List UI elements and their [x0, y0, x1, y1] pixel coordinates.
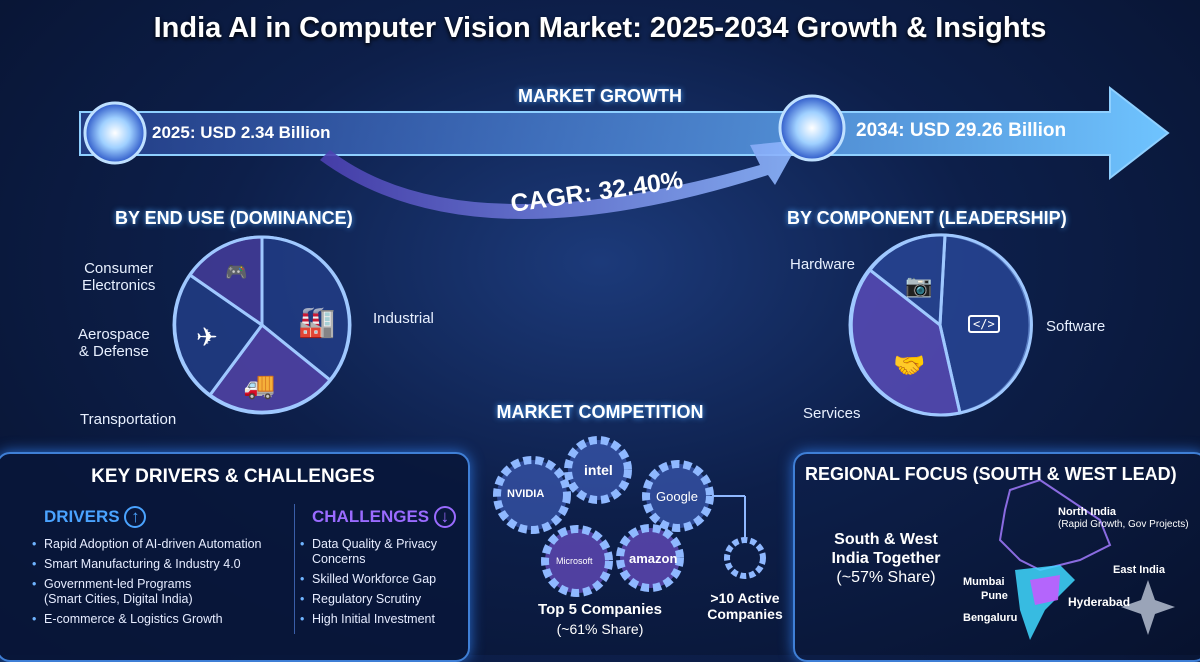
active-line1: >10 Active: [710, 590, 780, 606]
camera-icon: 📷: [905, 273, 933, 298]
challenge-item: High Initial Investment: [300, 612, 460, 627]
challenges-title: CHALLENGES ↓: [312, 506, 456, 528]
label-hyderabad: Hyderabad: [1068, 595, 1131, 609]
handshake-icon: 🤝: [893, 350, 926, 380]
cagr-curve-arrow: [320, 140, 800, 220]
code-window-icon: </>: [968, 315, 1000, 333]
label-consumer-electronics: Consumer Electronics: [82, 260, 156, 294]
driver-item: E-commerce & Logistics Growth: [32, 612, 302, 627]
driver-item: Rapid Adoption of AI-driven Automation: [32, 537, 302, 552]
start-orb: [83, 101, 147, 165]
label-transportation: Transportation: [80, 411, 177, 428]
drivers-list: Rapid Adoption of AI-driven Automation S…: [32, 537, 302, 632]
growth-arrow: [79, 85, 1170, 181]
top5-label: Top 5 Companies: [538, 601, 662, 618]
challenge-item: Data Quality & Privacy Concerns: [300, 537, 460, 567]
start-value: 2025: USD 2.34 Billion: [152, 123, 331, 142]
label-aerospace: Aerospace & Defense: [78, 326, 150, 360]
active-line2: Companies: [707, 606, 783, 622]
gadgets-icon: 🎮: [225, 262, 248, 282]
truck-icon: 🚚: [243, 370, 276, 400]
component-heading: BY COMPONENT (LEADERSHIP): [787, 208, 1067, 228]
label-software: Software: [1046, 318, 1106, 335]
label-industrial: Industrial: [373, 310, 434, 327]
company-microsoft: Microsoft: [556, 556, 593, 566]
regional-summary: South & West India Together (~57% Share): [821, 530, 951, 587]
arrow-up-icon: ↑: [124, 506, 147, 528]
regional-panel: REGIONAL FOCUS (SOUTH & WEST LEAD) South…: [793, 452, 1200, 662]
factory-robot-icon: 🏭: [298, 306, 336, 339]
challenge-item: Skilled Workforce Gap: [300, 572, 460, 587]
component-pie: [848, 233, 1033, 417]
label-pune: Pune: [981, 590, 1008, 602]
active-companies: >10 Active Companies: [700, 590, 790, 622]
competition-heading: MARKET COMPETITION: [496, 402, 704, 422]
end-use-heading: BY END USE (DOMINANCE): [115, 208, 353, 228]
airplane-icon: ✈: [196, 322, 218, 352]
drivers-panel-heading: KEY DRIVERS & CHALLENGES: [91, 466, 375, 487]
label-north-note: (Rapid Growth, Gov Projects): [1058, 519, 1189, 530]
label-services: Services: [803, 405, 861, 422]
label-bengaluru: Bengaluru: [963, 612, 1018, 624]
regional-heading: REGIONAL FOCUS (SOUTH & WEST LEAD): [805, 464, 1177, 484]
end-orb: [778, 94, 846, 162]
drivers-title-text: DRIVERS: [44, 507, 120, 526]
summary-line1: South & West: [834, 531, 938, 548]
driver-item: Government-led Programs (Smart Cities, D…: [32, 577, 222, 607]
company-nvidia: NVIDIA: [507, 488, 545, 500]
top5-share: (~61% Share): [556, 621, 644, 637]
end-use-pie: [172, 235, 352, 415]
page-title: India AI in Computer Vision Market: 2025…: [153, 12, 1047, 44]
arrow-down-icon: ↓: [433, 506, 456, 528]
divider: [294, 504, 295, 634]
challenges-title-text: CHALLENGES: [312, 507, 430, 526]
market-growth-heading: MARKET GROWTH: [518, 86, 682, 106]
company-intel: intel: [584, 462, 613, 478]
regional-share: (~57% Share): [836, 569, 936, 586]
company-amazon: amazon: [629, 551, 678, 566]
label-mumbai: Mumbai: [963, 576, 1005, 588]
company-google: Google: [656, 489, 698, 504]
challenge-item: Regulatory Scrutiny: [300, 592, 460, 607]
label-north-india: North India: [1058, 506, 1117, 518]
end-value: 2034: USD 29.26 Billion: [856, 120, 1067, 141]
drivers-challenges-panel: KEY DRIVERS & CHALLENGES DRIVERS ↑ Rapid…: [0, 452, 470, 662]
india-map: [998, 478, 1175, 640]
label-hardware: Hardware: [790, 256, 856, 273]
driver-item: Smart Manufacturing & Industry 4.0: [32, 557, 302, 572]
challenges-list: Data Quality & Privacy Concerns Skilled …: [300, 537, 460, 632]
drivers-title: DRIVERS ↑: [44, 506, 147, 528]
summary-line2: India Together: [831, 550, 941, 567]
label-east-india: East India: [1113, 564, 1165, 576]
competition-gears: [493, 436, 766, 597]
